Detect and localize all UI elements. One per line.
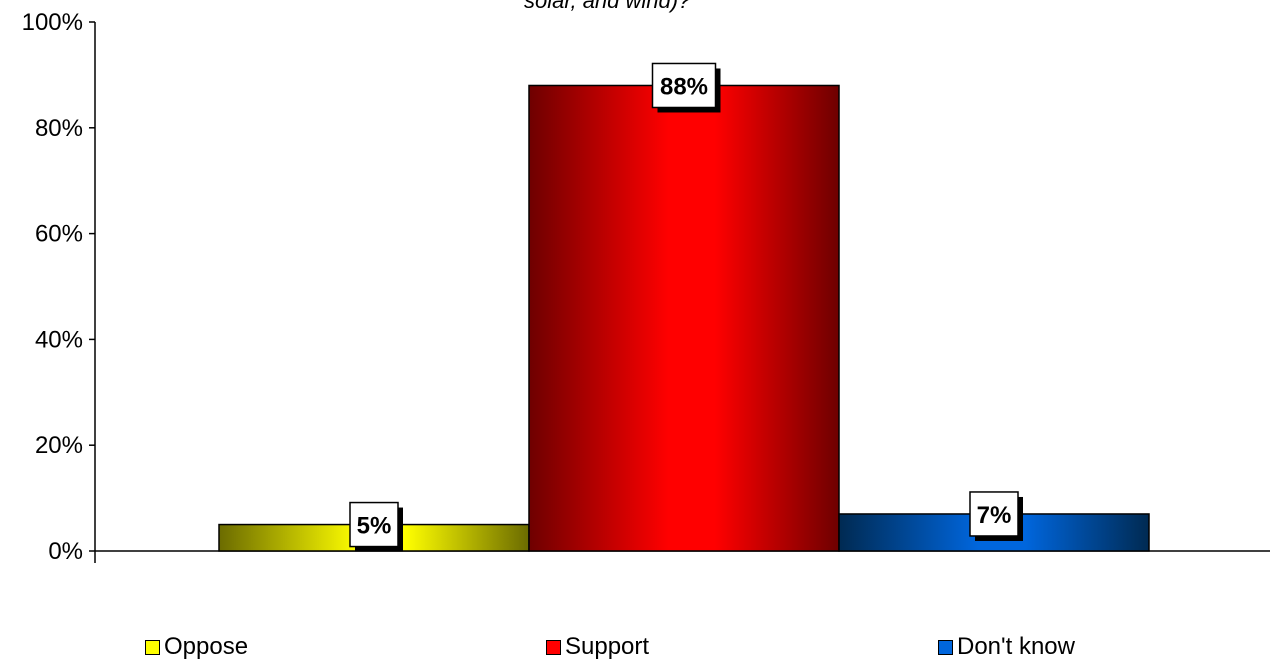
y-tick-label: 80% [35, 115, 83, 142]
legend-item-oppose: Oppose [145, 633, 248, 661]
data-label-box [969, 491, 1019, 537]
legend-item-dont-know: Don't know [938, 633, 1075, 661]
legend-label-dont-know: Don't know [957, 633, 1075, 660]
legend-swatch-dont-know [938, 639, 953, 655]
data-label: 7% [977, 502, 1012, 529]
data-label: 5% [357, 513, 392, 540]
legend-swatch-oppose [145, 639, 160, 655]
data-label-box [651, 62, 717, 109]
y-tick-label: 0% [48, 538, 83, 565]
chart-title: solar, and wind)? [524, 0, 691, 13]
y-tick-label: 40% [35, 326, 83, 353]
y-tick-label: 20% [35, 432, 83, 459]
bar-support [528, 84, 840, 552]
legend-label-support: Support [565, 633, 650, 660]
data-label: 88% [660, 73, 708, 100]
data-label-box [349, 501, 399, 548]
legend-label-oppose: Oppose [164, 633, 249, 660]
y-tick-label: 60% [35, 221, 83, 248]
legend-swatch-support [546, 639, 561, 655]
y-tick-label: 100% [22, 9, 83, 36]
legend-item-support: Support [546, 633, 649, 661]
